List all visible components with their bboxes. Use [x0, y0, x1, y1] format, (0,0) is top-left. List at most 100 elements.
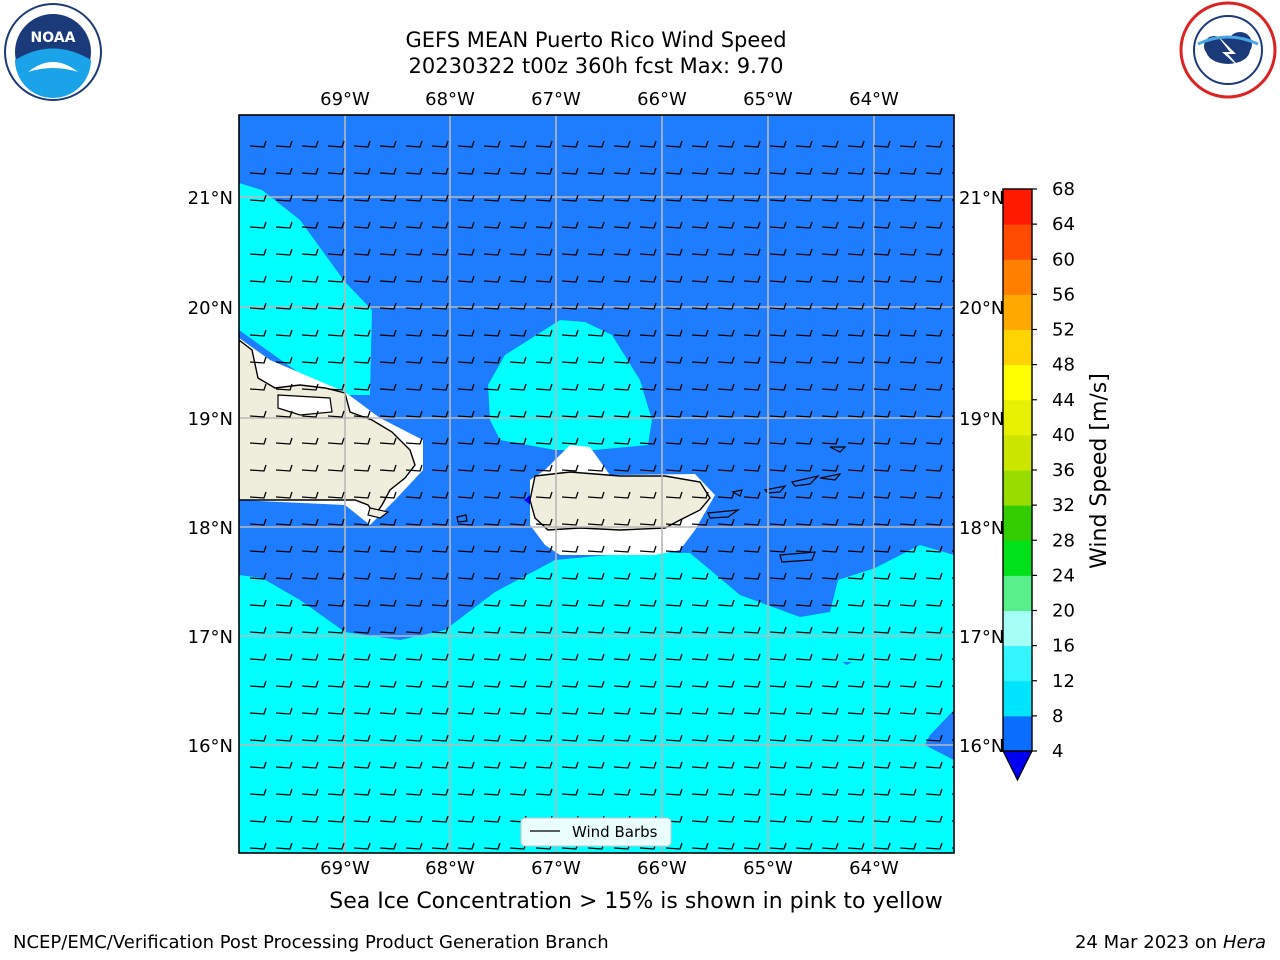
- wind-barb: [639, 194, 657, 202]
- wind-barb: [301, 599, 319, 607]
- wind-barb: [847, 194, 865, 202]
- gridlines: [239, 115, 954, 853]
- wind-barb: [301, 275, 319, 283]
- wind-barb: [587, 194, 605, 202]
- wind-barb: [249, 707, 267, 715]
- wind-barb: [483, 437, 501, 445]
- map-frame: [238, 114, 955, 854]
- wind-barb: [873, 248, 891, 256]
- wind-barb: [613, 626, 631, 634]
- wind-barb: [743, 788, 761, 796]
- wind-barb: [665, 599, 683, 607]
- wind-barb: [795, 383, 813, 391]
- wind-barb: [665, 464, 683, 472]
- wind-barb: [795, 626, 813, 634]
- wind-barb: [899, 464, 917, 472]
- wind-barb: [275, 437, 293, 445]
- wind-barb: [379, 302, 397, 310]
- wind-barb: [405, 410, 423, 418]
- wind-barb: [457, 815, 475, 823]
- wind-barb: [561, 194, 579, 202]
- wind-barb: [431, 383, 449, 391]
- wind-barb: [275, 572, 293, 580]
- wind-barb: [535, 626, 553, 634]
- lon-label-top: 66°W: [637, 89, 687, 110]
- wind-barb: [847, 383, 865, 391]
- wind-barb: [743, 410, 761, 418]
- wind-barb: [873, 626, 891, 634]
- colorbar-tick: 36: [1052, 460, 1075, 481]
- colorbar-segment: [1003, 329, 1032, 366]
- colorbar-segment: [1003, 715, 1032, 752]
- wind-barb: [275, 626, 293, 634]
- wind-barb: [379, 707, 397, 715]
- wind-barb: [925, 653, 943, 661]
- lon-label-bottom: 67°W: [531, 858, 581, 879]
- wind-barb: [379, 518, 397, 526]
- wind-barb: [535, 545, 553, 553]
- lon-label-top: 68°W: [425, 89, 475, 110]
- lat-label-left: 17°N: [188, 627, 233, 648]
- wind-barb: [821, 815, 839, 823]
- wind-barb: [483, 518, 501, 526]
- wind-barb: [925, 680, 943, 688]
- wind-barb: [873, 221, 891, 229]
- wind-barb: [717, 707, 735, 715]
- wind-barb: [717, 302, 735, 310]
- wind-barb: [717, 626, 735, 634]
- wind-barb: [379, 356, 397, 364]
- wind-barb: [509, 491, 527, 499]
- wind-barb: [431, 842, 449, 850]
- wind-barb: [847, 734, 865, 742]
- lat-label-right: 20°N: [959, 298, 1004, 319]
- colorbar-tick: 28: [1052, 530, 1075, 551]
- wind-barb: [249, 734, 267, 742]
- wind-barb: [639, 356, 657, 364]
- wind-barb: [509, 788, 527, 796]
- wind-barb: [483, 815, 501, 823]
- wind-barb: [899, 221, 917, 229]
- wind-barb: [509, 734, 527, 742]
- wind-barb: [405, 302, 423, 310]
- wind-barb: [431, 221, 449, 229]
- wind-barb: [613, 572, 631, 580]
- wind-barb: [925, 464, 943, 472]
- wind-barb: [587, 464, 605, 472]
- wind-barb: [509, 194, 527, 202]
- wind-barb: [483, 248, 501, 256]
- wind-barb: [353, 437, 371, 445]
- wind-barb: [327, 842, 345, 850]
- wind-barb: [691, 545, 709, 553]
- wind-barb: [483, 626, 501, 634]
- wind-barb: [509, 437, 527, 445]
- wind-barb: [301, 680, 319, 688]
- wind-barb: [639, 167, 657, 175]
- wind-barb: [509, 626, 527, 634]
- wind-barb: [275, 491, 293, 499]
- lat-label-left: 19°N: [188, 409, 233, 430]
- wind-barb: [821, 545, 839, 553]
- wind-barb: [639, 653, 657, 661]
- wind-barb: [535, 788, 553, 796]
- wind-barb: [691, 167, 709, 175]
- wind-barb: [639, 761, 657, 769]
- wind-barb: [587, 383, 605, 391]
- wind-barb: [613, 464, 631, 472]
- wind-barb: [561, 383, 579, 391]
- wind-barb: [769, 383, 787, 391]
- wind-barb: [665, 842, 683, 850]
- wind-barb: [665, 491, 683, 499]
- wind-barb: [275, 140, 293, 148]
- wind-barb: [769, 545, 787, 553]
- st-thomas-island: [763, 485, 787, 494]
- wind-barb: [665, 194, 683, 202]
- wind-barb: [431, 707, 449, 715]
- wind-barb: [483, 194, 501, 202]
- wind-barb: [431, 140, 449, 148]
- wind-barb: [535, 734, 553, 742]
- wind-barb: [613, 653, 631, 661]
- wind-barb: [535, 194, 553, 202]
- wind-barb: [249, 518, 267, 526]
- wind-barb: [639, 518, 657, 526]
